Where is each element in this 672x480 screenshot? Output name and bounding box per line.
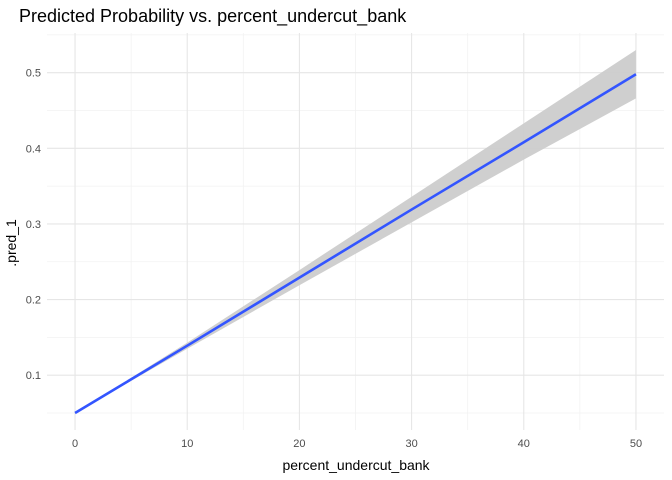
x-tick-label: 10 bbox=[181, 438, 193, 450]
x-tick-label: 30 bbox=[405, 438, 417, 450]
y-axis-title: .pred_1 bbox=[3, 219, 19, 267]
x-axis-title: percent_undercut_bank bbox=[282, 457, 430, 473]
tick-labels: 0 10 20 30 40 50 0.1 0.2 0.3 0.4 0.5 bbox=[26, 68, 642, 450]
grid bbox=[47, 33, 664, 430]
y-tick-label: 0.5 bbox=[26, 68, 41, 80]
y-tick-label: 0.1 bbox=[26, 370, 41, 382]
x-tick-label: 40 bbox=[518, 438, 530, 450]
chart-title: Predicted Probability vs. percent_underc… bbox=[19, 6, 407, 27]
y-tick-label: 0.3 bbox=[26, 219, 41, 231]
x-tick-label: 0 bbox=[72, 438, 78, 450]
series-line bbox=[74, 73, 637, 415]
x-tick-label: 50 bbox=[630, 438, 642, 450]
series-layer bbox=[74, 73, 637, 415]
x-tick-label: 20 bbox=[293, 438, 305, 450]
y-tick-label: 0.4 bbox=[26, 143, 41, 155]
y-tick-label: 0.2 bbox=[26, 295, 41, 307]
